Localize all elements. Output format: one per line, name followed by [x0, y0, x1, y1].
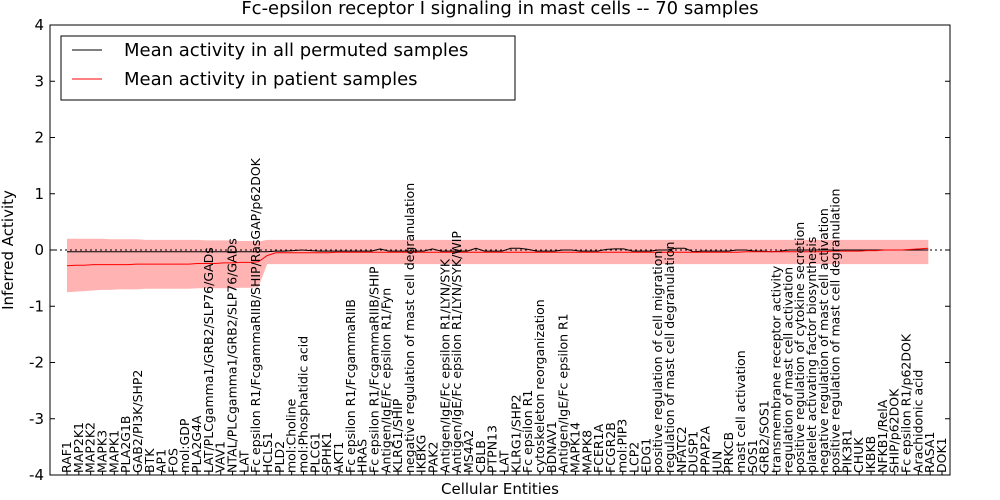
- y-tick-label: -1: [29, 297, 44, 315]
- x-tick-label: BTK: [142, 448, 157, 473]
- x-tick-label: GRB2/SOS1: [757, 400, 772, 473]
- x-tick-label: Arachidonic acid: [910, 370, 925, 473]
- x-tick-label: RAF1: [59, 441, 74, 473]
- x-tick-label: KLRG1/SHIP: [390, 398, 405, 473]
- x-tick-label: negative regulation of mast cell activat…: [816, 208, 831, 473]
- x-tick-label: CBLB: [473, 440, 488, 473]
- x-tick-label: MAPK3: [95, 430, 110, 473]
- x-tick-label: mol:PIP3: [615, 419, 630, 473]
- x-tick-label: Antigen/IgE/Fc epsilon R1/LYN/SYK: [437, 258, 452, 473]
- legend-label-permuted: Mean activity in all permuted samples: [124, 40, 468, 61]
- x-tick-label: FOS: [165, 448, 180, 473]
- x-tick-label: positive regulation of cell migration: [650, 251, 665, 473]
- x-tick-label: MAP2K2: [83, 422, 98, 473]
- y-tick-label: 4: [34, 16, 44, 34]
- x-tick-label: PRKCB: [721, 432, 736, 473]
- series-layer: [66, 247, 929, 267]
- x-tick-label: transmembrane receptor activity: [769, 265, 784, 473]
- x-tick-label: RASA1: [922, 432, 937, 473]
- x-tick-label: VAV1: [213, 441, 228, 473]
- y-tick-label: 1: [34, 185, 44, 203]
- x-tick-label: MAPK14: [567, 422, 582, 473]
- x-tick-label: Fc epsilon R1: [520, 390, 535, 473]
- x-tick-label: DOK1: [934, 437, 949, 473]
- x-tick-label: regulation of mast cell activation: [780, 267, 795, 473]
- x-tick-label: PPAP2A: [698, 426, 713, 473]
- series-line-permuted: [67, 247, 929, 253]
- y-axis-label: Inferred Activity: [0, 190, 17, 310]
- x-tick-label: PLA2G4A: [189, 415, 204, 473]
- x-tick-label: positive regulation of cytokine secretio…: [792, 222, 807, 473]
- x-tick-label: FCER1A: [591, 424, 606, 473]
- x-tick-label: regulation of mast cell degranulation: [662, 242, 677, 473]
- x-tick-label: Antigen/IgE/Fc epsilon R1/LYN/SYK/WIP: [449, 231, 464, 473]
- x-tick-label: SOS1: [745, 439, 760, 473]
- x-tick-label: Fc epsilon R1/FcgammaRIIB: [343, 299, 358, 473]
- x-tick-label: SPHK1: [319, 432, 334, 473]
- x-tick-label: Antigen/IgE/Fc epsilon R1: [556, 313, 571, 473]
- y-tick-label: 3: [34, 72, 44, 90]
- x-tick-label: FCGR2B: [603, 422, 618, 473]
- x-tick-label: LCP2: [627, 442, 642, 473]
- x-tick-label: PTPN13: [485, 425, 500, 473]
- x-tick-label: EDG1: [638, 438, 653, 473]
- y-tick-label: -3: [29, 410, 44, 428]
- x-tick-label: PAK2: [426, 442, 441, 473]
- x-tick-label: negative regulation of mast cell degranu…: [402, 183, 417, 473]
- x-tick-label: NTAL/PLCgamma1/GRB2/SLP76/GADs: [225, 238, 240, 473]
- x-tick-label: MAPK1: [106, 430, 121, 473]
- x-tick-label: AKT1: [331, 442, 346, 473]
- x-tick-label: PIK3R1: [839, 429, 854, 473]
- x-axis-label: Cellular Entities: [441, 480, 559, 498]
- x-tick-label: Fc epsilon R1/FcgammaRIIB/SHIP: [366, 266, 381, 473]
- x-tick-label: platelet activating factor biosynthesis: [804, 237, 819, 473]
- series-line-patient: [66, 247, 929, 267]
- x-tick-label: LAT/PLCgamma1/GRB2/SLP76/GADs: [201, 247, 216, 473]
- x-tick-label: CHUK: [851, 437, 866, 473]
- legend: Mean activity in all permuted samples Me…: [60, 35, 516, 101]
- x-tick-label: JUN: [709, 451, 724, 474]
- x-tick-label: BDNAV1: [544, 421, 559, 473]
- y-tick-label: 0: [34, 241, 44, 259]
- x-tick-label: MAPK8: [579, 430, 594, 473]
- x-tick-label: DUSP1: [686, 431, 701, 473]
- x-tick-label: LAT: [236, 450, 251, 473]
- x-tick-label: mol:Choline: [284, 398, 299, 473]
- plot-frame: [49, 24, 951, 476]
- x-tick-label: PLA2G1B: [118, 415, 133, 473]
- x-tick-label: Antigen/IgE/Fc epsilon R1/Fyn: [378, 288, 393, 473]
- y-tick-label: 2: [34, 129, 44, 147]
- x-tick-label: HRAS: [355, 439, 370, 473]
- x-tick-label: mast cell activation: [733, 350, 748, 473]
- legend-box: [60, 35, 516, 101]
- x-tick-label: IKBKB: [863, 436, 878, 473]
- x-tick-label: AP1: [154, 449, 169, 473]
- x-tick-label: IKBKG: [414, 435, 429, 473]
- x-tick-label: LAT: [497, 450, 512, 473]
- x-tick-label: NFATC2: [674, 426, 689, 473]
- x-tick-label: SHIP/p62DOK: [887, 388, 902, 473]
- x-tick-label: Fc epsilon R1/p62DOK: [899, 333, 914, 473]
- x-tick-labels: RAF1MAP2K1MAP2K2MAPK3MAPK1PLA2G1BGAB2/PI…: [59, 157, 949, 475]
- x-tick-label: cytoskeleton reorganization: [532, 299, 547, 473]
- x-tick-label: PLD2: [272, 441, 287, 473]
- x-tick-label: MAP2K1: [71, 422, 86, 473]
- x-tick-label: GAB2/PI3K/SHP2: [130, 370, 145, 473]
- legend-label-patient: Mean activity in patient samples: [124, 69, 418, 90]
- x-tick-label: mol:GDP: [177, 418, 192, 473]
- chart-title: Fc-epsilon receptor I signaling in mast …: [241, 0, 758, 19]
- y-tick-label: -2: [29, 354, 44, 372]
- x-tick-label: Fc epsilon R1/FcgammaRIIB/SHIP/RasGAP/p6…: [248, 157, 263, 473]
- x-tick-label: HCLS1: [260, 432, 275, 473]
- y-tick-label: -4: [29, 466, 44, 484]
- x-tick-label: PLCG1: [307, 432, 322, 473]
- y-ticks: -4 -3 -2 -1 0 1 2 3 4: [29, 16, 950, 484]
- x-tick-label: positive regulation of mast cell degranu…: [828, 189, 843, 473]
- x-tick-label: KLRG1/SHP2: [508, 394, 523, 473]
- x-tick-label: NFKB1/RelA: [875, 399, 890, 473]
- x-tick-label: mol:Phosphatidic acid: [296, 336, 311, 473]
- x-tick-label: MS4A2: [461, 430, 476, 473]
